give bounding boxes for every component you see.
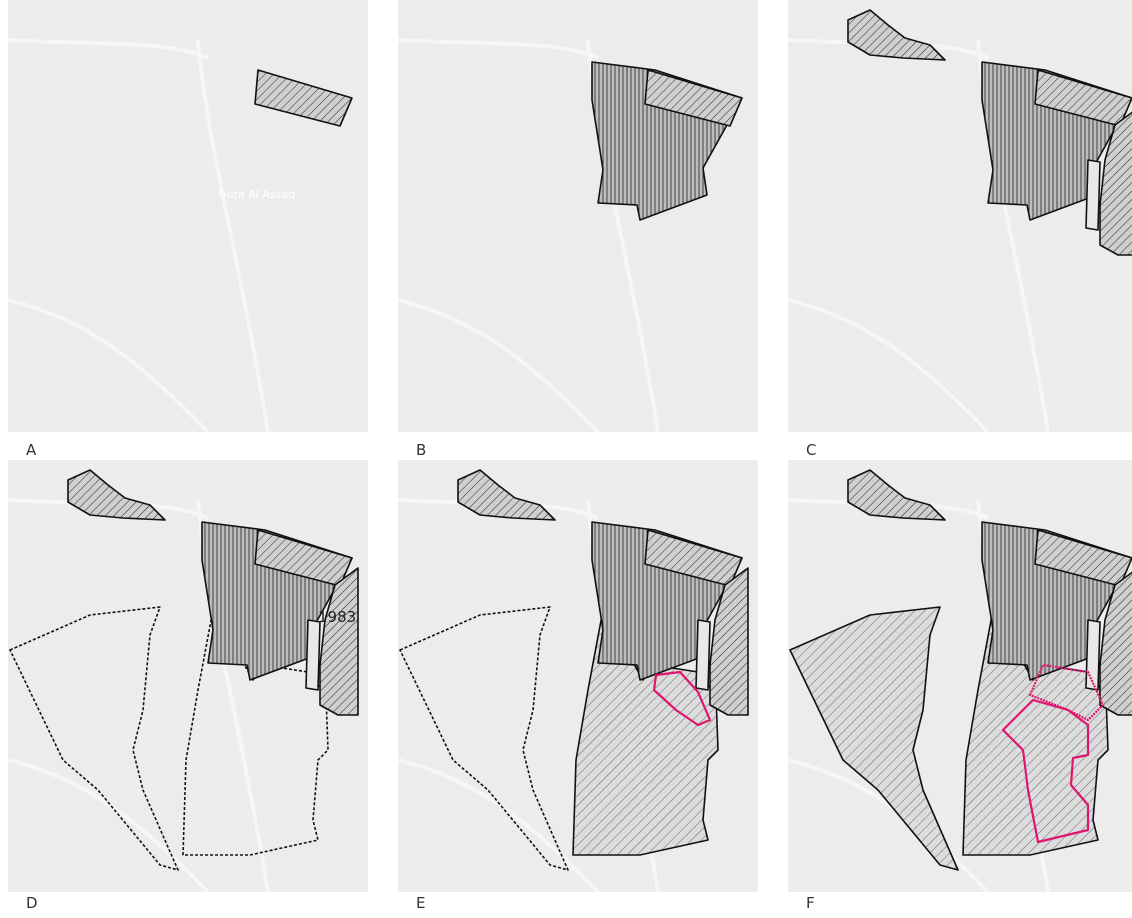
map-panel: E [398,460,758,912]
map-content [398,0,758,432]
map-content: 1983 [8,460,368,892]
map-panel: B [398,0,758,459]
map-panel: Qura Al Assad A [8,0,368,459]
zone-pale [306,620,320,690]
basemap-texture [788,0,1132,432]
panel-label: C [806,441,816,459]
basemap-texture [398,0,758,432]
map-content: Qura Al Assad [8,0,368,432]
panel-label: B [416,441,426,459]
panel-label: F [806,894,815,912]
map-content [788,0,1132,432]
panel-label: E [416,894,425,912]
zone-pale [1086,160,1100,230]
zone-pale [696,620,710,690]
map-content [398,460,758,892]
panel-label: D [26,894,38,912]
place-label: Qura Al Assad [218,188,295,201]
map-figure: Qura Al Assad A B C 1983 D E F [0,0,1132,918]
map-panel: F [788,460,1132,912]
zone-pale [1086,620,1100,690]
map-panel: 1983 D [8,460,368,912]
map-panel: C [788,0,1132,459]
panel-label: A [26,441,37,459]
year-label: 1983 [318,608,356,626]
map-content [788,460,1132,892]
basemap-texture [8,0,368,432]
